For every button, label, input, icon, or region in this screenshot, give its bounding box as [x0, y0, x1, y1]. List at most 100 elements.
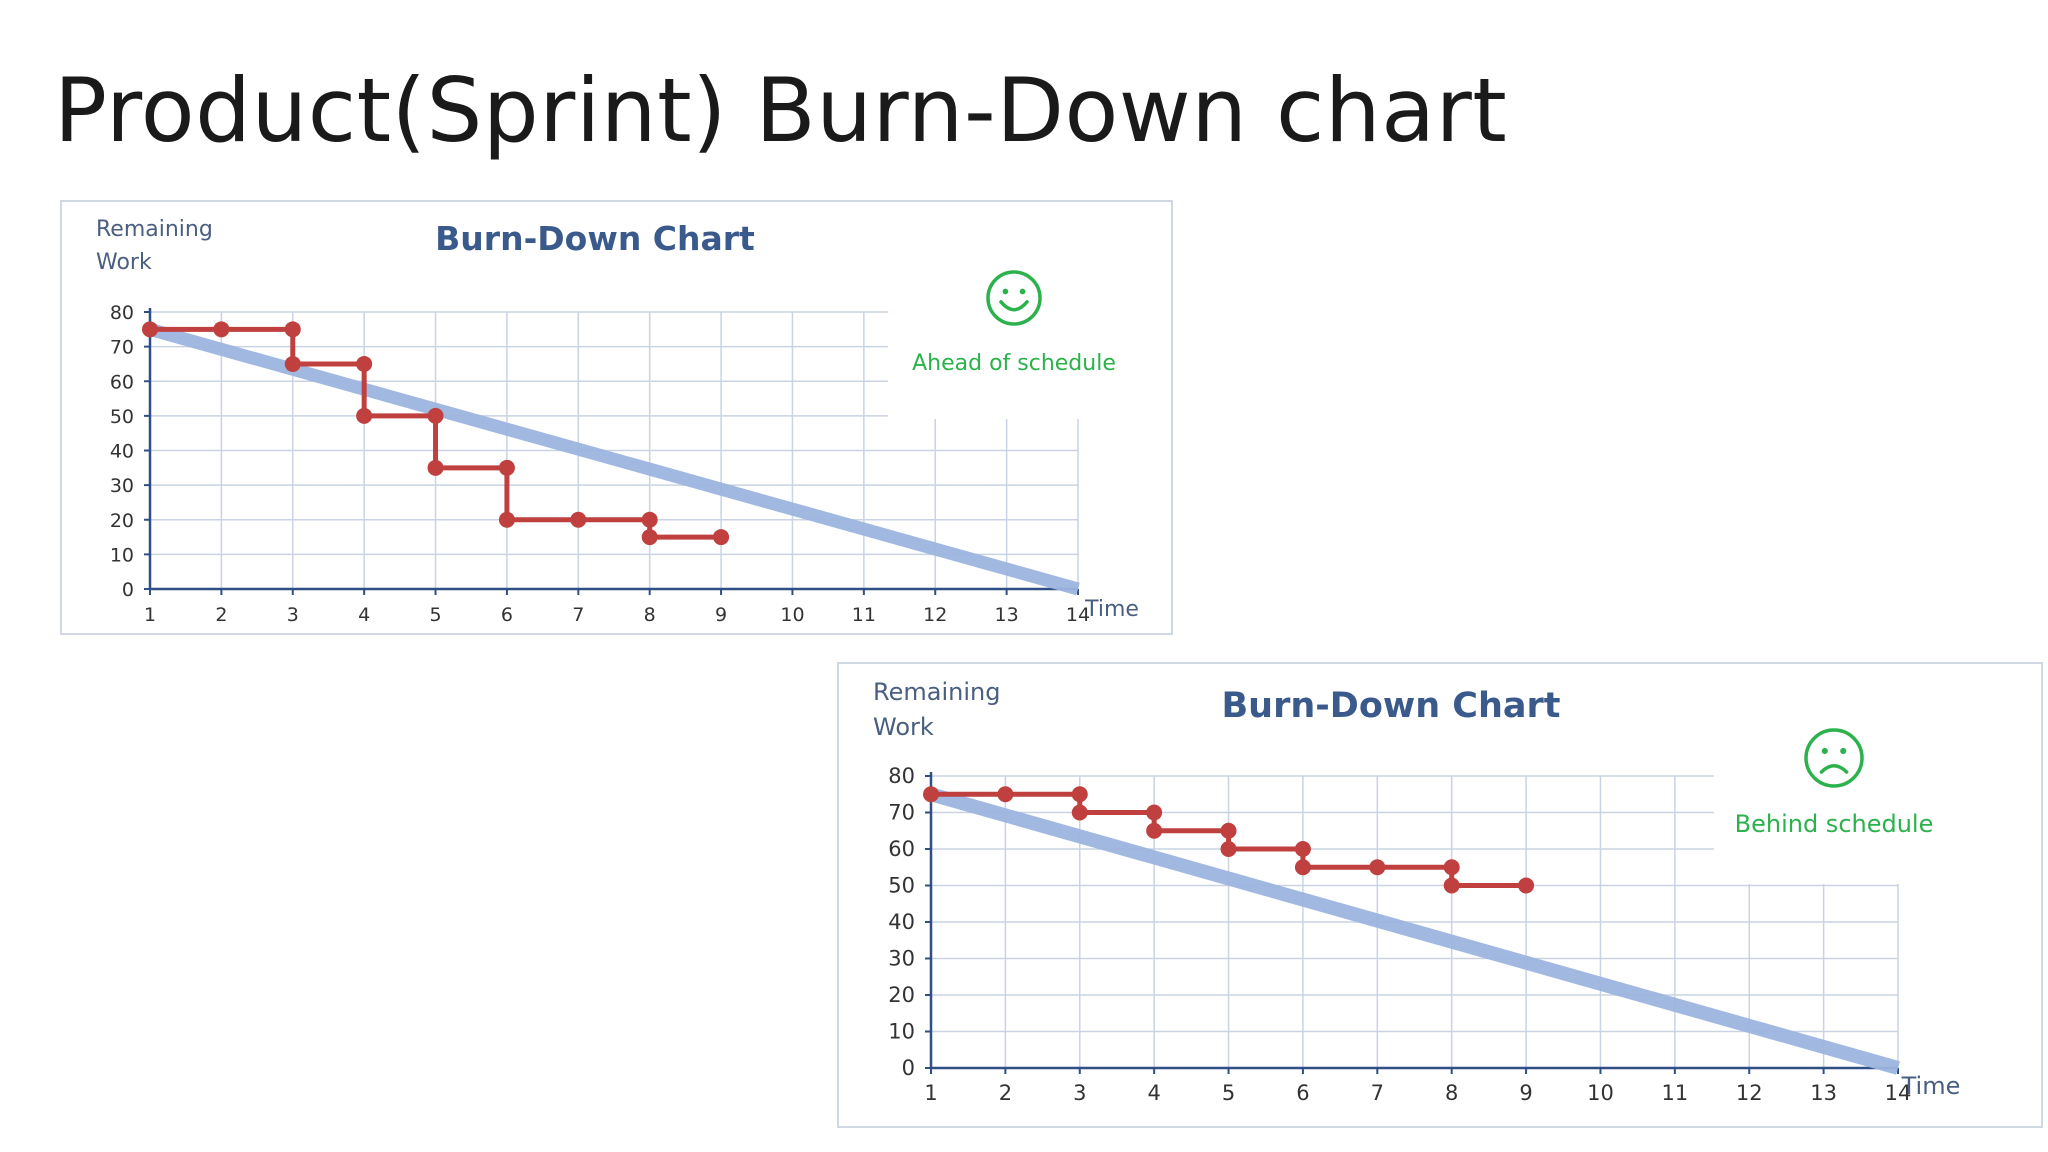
- x-tick-label: 2: [999, 1081, 1012, 1105]
- y-tick-label: 30: [888, 947, 915, 971]
- x-tick-label: 1: [924, 1081, 937, 1105]
- y-tick-label: 80: [110, 302, 134, 324]
- smiley-sad-icon: [1804, 728, 1864, 788]
- x-tick-label: 5: [1222, 1081, 1235, 1105]
- x-tick-label: 6: [1296, 1081, 1309, 1105]
- x-tick-label: 11: [1661, 1081, 1688, 1105]
- actual-data-point: [356, 355, 373, 372]
- x-axis-label: Time: [1901, 1072, 1961, 1100]
- x-tick-label: 8: [644, 604, 656, 626]
- actual-data-point: [1369, 859, 1386, 876]
- icon-eye-right: [1840, 747, 1847, 755]
- icon-mouth: [1819, 763, 1849, 774]
- icon-eye-right: [1019, 288, 1026, 295]
- chart-title: Burn-Down Chart: [1221, 686, 1560, 726]
- y-tick-label: 80: [888, 764, 915, 788]
- actual-data-point: [1294, 859, 1311, 876]
- grid: [931, 775, 1899, 1068]
- x-tick-label: 7: [572, 604, 584, 626]
- x-tick-label: 4: [1147, 1081, 1160, 1105]
- x-tick-label: 12: [1736, 1081, 1763, 1105]
- y-tick-label: 70: [110, 337, 134, 359]
- y-tick-label: 30: [110, 475, 134, 497]
- y-tick-label: 70: [888, 801, 915, 825]
- x-tick-label: 5: [429, 604, 441, 626]
- x-tick-label: 9: [715, 604, 727, 626]
- y-axis-label-line2: Work: [96, 250, 152, 275]
- actual-data-point: [641, 529, 658, 546]
- actual-data-point: [142, 321, 158, 338]
- x-tick-label: 6: [501, 604, 513, 626]
- ideal-burndown-line: [148, 323, 1080, 596]
- x-tick-label: 7: [1371, 1081, 1384, 1105]
- actual-data-point: [213, 321, 230, 338]
- x-tick-label: 14: [1885, 1081, 1912, 1105]
- y-tick-label: 0: [902, 1056, 915, 1080]
- x-tick-label: 3: [287, 604, 299, 626]
- x-tick-label: 4: [358, 604, 370, 626]
- x-tick-label: 12: [923, 604, 947, 626]
- x-tick-label: 1: [144, 604, 156, 626]
- status-text: Behind schedule: [1735, 810, 1934, 838]
- actual-data-point: [1146, 804, 1163, 821]
- y-axis-label-line1: Remaining: [873, 678, 1000, 706]
- y-tick-label: 10: [110, 544, 134, 566]
- actual-data-point: [997, 786, 1014, 803]
- actual-data-point: [641, 511, 658, 528]
- icon-eye-left: [1821, 747, 1828, 755]
- y-tick-label: 20: [888, 983, 915, 1007]
- actual-data-point: [498, 511, 515, 528]
- actual-data-point: [923, 786, 939, 803]
- y-tick-label: 50: [888, 874, 915, 898]
- actual-data-point: [1294, 841, 1311, 857]
- y-axis-label-line1: Remaining: [96, 217, 213, 242]
- actual-data-point: [1146, 822, 1163, 839]
- chart-title: Burn-Down Chart: [435, 219, 755, 258]
- x-tick-label: 10: [1587, 1081, 1614, 1105]
- actual-data-point: [570, 511, 587, 528]
- actual-data-point: [1443, 859, 1460, 876]
- actual-data-point: [1518, 877, 1535, 894]
- icon-mouth: [999, 300, 1029, 312]
- burn-down-chart-ahead: 0 10 20 30 40 50 60 70 80 1 2 3 4 5 6 7 8 9 10 11 12 13 14 Burn…: [60, 200, 1173, 635]
- status-text: Ahead of schedule: [912, 351, 1116, 376]
- x-tick-label: 13: [1810, 1081, 1837, 1105]
- x-tick-label: 8: [1445, 1081, 1458, 1105]
- x-tick-label: 10: [780, 604, 804, 626]
- actual-data-point: [427, 407, 444, 424]
- y-tick-label: 10: [888, 1020, 915, 1044]
- y-tick-label: 40: [888, 910, 915, 934]
- ideal-burndown-line: [929, 787, 1900, 1075]
- x-tick-label: 13: [995, 604, 1019, 626]
- y-tick-label: 60: [888, 837, 915, 861]
- actual-data-point: [1071, 786, 1088, 803]
- actual-data-point: [1443, 877, 1460, 894]
- y-axis-label-line2: Work: [873, 713, 934, 741]
- y-tick-label: 40: [110, 441, 134, 463]
- smiley-happy-icon: [986, 270, 1042, 326]
- y-tick-label: 60: [110, 371, 134, 393]
- actual-data-point: [284, 355, 301, 372]
- x-tick-label: 11: [852, 604, 876, 626]
- burn-down-chart-behind: 0 10 20 30 40 50 60 70 80 1 2 3 4 5 6 7 8 9 10 11 12 13 14 Burn…: [837, 662, 2043, 1128]
- icon-eye-left: [1002, 288, 1009, 295]
- slide-title: Product(Sprint) Burn-Down chart: [54, 59, 1508, 162]
- y-tick-label: 20: [110, 510, 134, 532]
- actual-data-point: [427, 459, 444, 476]
- actual-data-point: [1220, 841, 1237, 857]
- actual-data-point: [284, 321, 301, 338]
- y-tick-label: 50: [110, 406, 134, 428]
- actual-data-point: [356, 407, 373, 424]
- x-tick-label: 2: [215, 604, 227, 626]
- actual-data-point: [498, 459, 515, 476]
- actual-data-point: [1220, 822, 1237, 839]
- x-tick-label: 14: [1066, 604, 1090, 626]
- actual-data-point: [1071, 804, 1088, 821]
- icon-face: [986, 270, 1042, 326]
- icon-face: [1804, 728, 1864, 788]
- y-tick-label: 0: [122, 579, 134, 601]
- actual-data-point: [713, 529, 730, 546]
- x-tick-label: 9: [1519, 1081, 1532, 1105]
